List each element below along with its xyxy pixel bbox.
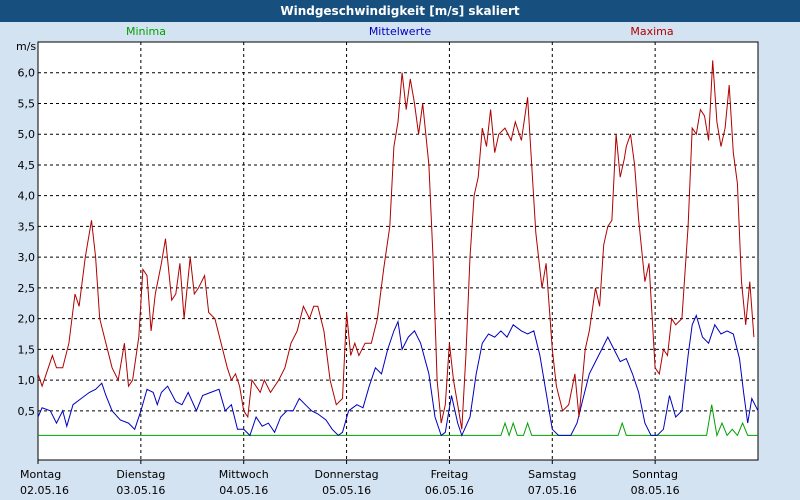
x-axis: Montag 02.05.16 Dienstag 03.05.16 Mittwoch 04… — [20, 460, 680, 497]
y-tick-label: 1,5 — [18, 343, 36, 356]
x-tick-day: Montag — [20, 468, 61, 481]
y-axis: 0,5 1,0 1,5 2,0 2,5 3,0 3,5 4,0 4,5 5,0 5,5 6,0 — [18, 67, 36, 418]
x-tick-date: 07.05.16 — [528, 484, 577, 497]
x-tick-date: 03.05.16 — [116, 484, 165, 497]
y-tick-label: 6,0 — [18, 67, 36, 80]
y-tick-label: 5,5 — [18, 97, 36, 110]
window-title: Windgeschwindigkeit [m/s] skaliert — [0, 0, 800, 22]
y-tick-label: 5,0 — [18, 128, 36, 141]
x-tick-date: 02.05.16 — [20, 484, 69, 497]
legend-mittelwerte: Mittelwerte — [369, 25, 432, 38]
x-tick-day: Freitag — [431, 468, 469, 481]
y-tick-label: 4,0 — [18, 190, 36, 203]
legend-minima: Minima — [126, 25, 166, 38]
x-tick-date: 05.05.16 — [322, 484, 371, 497]
y-tick-label: 0,5 — [18, 405, 36, 418]
y-tick-label: 2,5 — [18, 282, 36, 295]
x-tick-day: Donnerstag — [314, 468, 378, 481]
x-tick-day: Sonntag — [632, 468, 678, 481]
x-tick-date: 04.05.16 — [219, 484, 268, 497]
plot-area — [37, 41, 759, 461]
legend-maxima: Maxima — [630, 25, 673, 38]
y-tick-label: 3,0 — [18, 251, 36, 264]
series-line-minima — [38, 404, 758, 438]
series-line-maxima — [37, 60, 755, 430]
x-tick-date: 06.05.16 — [425, 484, 474, 497]
x-tick-date: 08.05.16 — [631, 484, 680, 497]
y-tick-label: 2,0 — [18, 313, 36, 326]
x-tick-day: Samstag — [528, 468, 576, 481]
y-tick-label: 1,0 — [18, 374, 36, 387]
y-tick-label: 3,5 — [18, 220, 36, 233]
series-line-mittelwerte — [37, 314, 759, 437]
y-axis-label: m/s — [16, 40, 36, 53]
x-tick-day: Dienstag — [116, 468, 165, 481]
grid — [38, 42, 758, 460]
y-tick-label: 4,5 — [18, 159, 36, 172]
x-tick-day: Mittwoch — [219, 468, 269, 481]
series-layer — [37, 60, 759, 438]
